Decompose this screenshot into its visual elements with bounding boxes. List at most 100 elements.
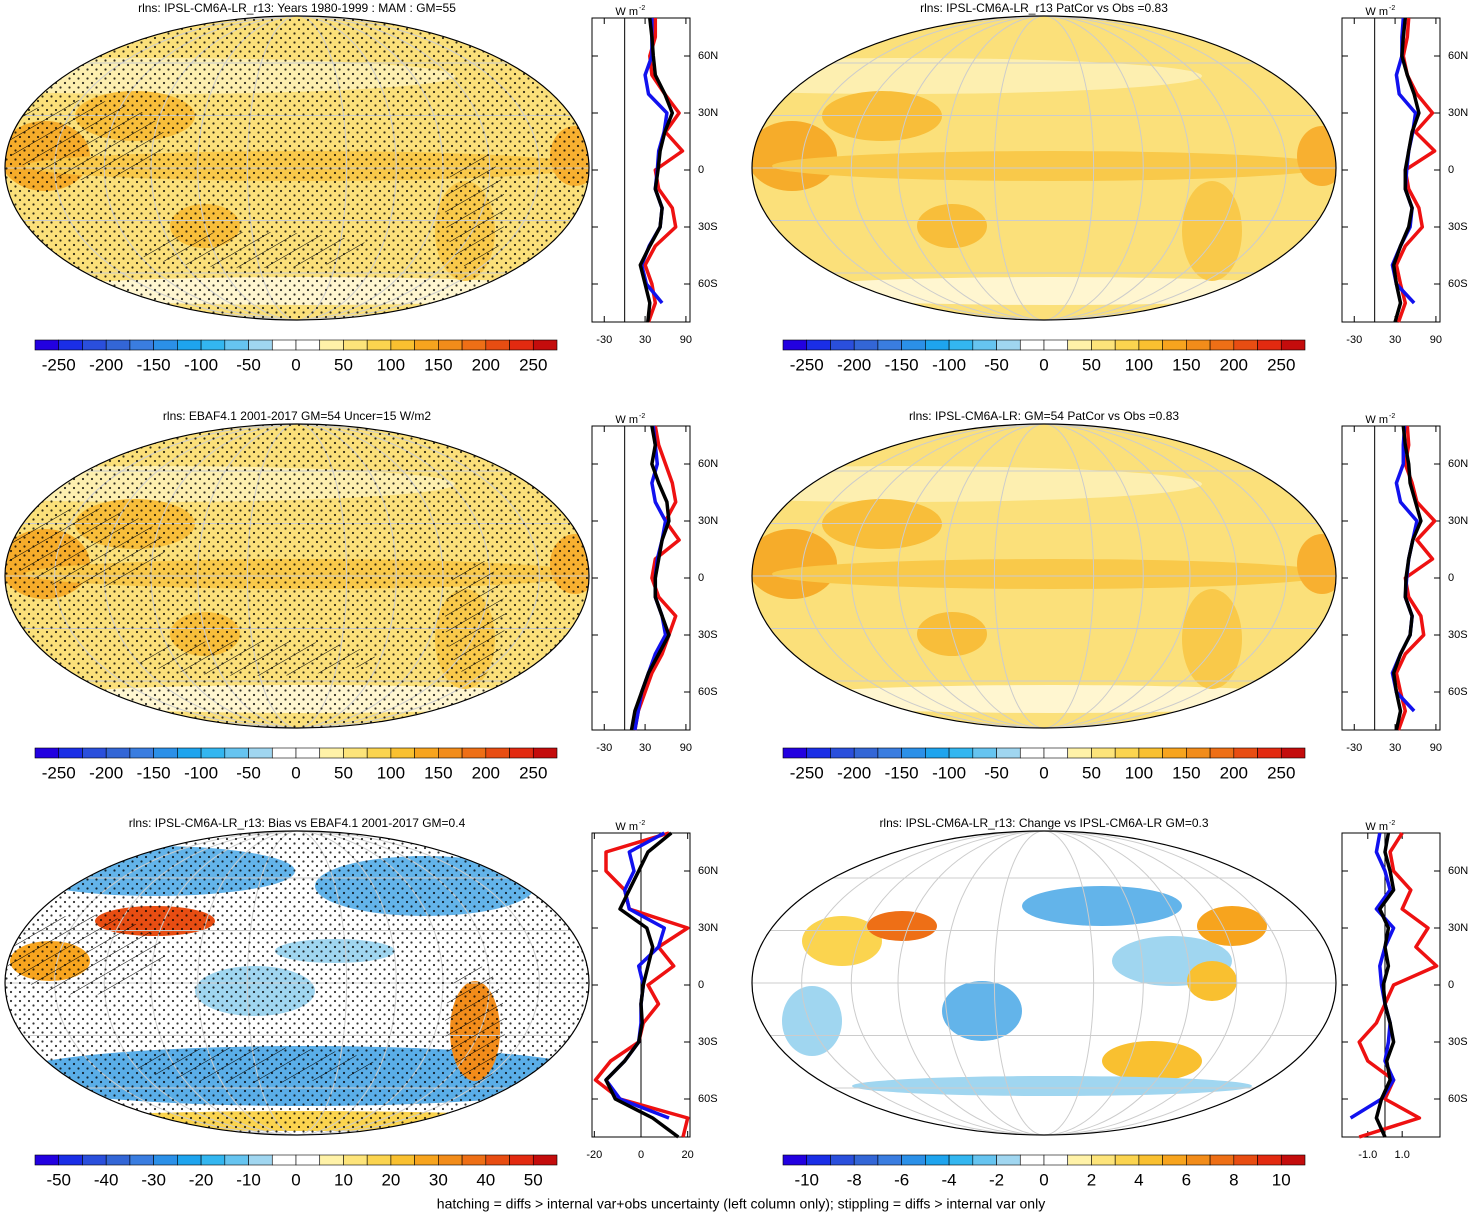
colorbar-label: 50 — [334, 355, 353, 374]
colorbar-box — [485, 747, 510, 759]
colorbar-box — [1209, 339, 1235, 351]
profile-line — [593, 831, 690, 1138]
colorbar-box — [1138, 1154, 1163, 1166]
colorbar-box — [1186, 747, 1211, 759]
colorbar-label: -50 — [984, 355, 1009, 374]
colorbar-box — [830, 339, 855, 351]
map — [752, 831, 1336, 1135]
map — [752, 424, 1336, 728]
map-outline — [4, 423, 590, 729]
field-patch — [1102, 1041, 1202, 1081]
colorbar-box — [271, 747, 297, 759]
y-tick-label: 60N — [1448, 50, 1468, 62]
x-tick-label: 20 — [682, 1149, 694, 1161]
colorbar-box — [366, 747, 392, 759]
colorbar-box — [532, 339, 558, 351]
hatching — [5, 915, 165, 995]
colorbar-label: -100 — [932, 355, 966, 374]
colorbar-box — [901, 1154, 926, 1166]
colorbar-box — [1114, 747, 1140, 759]
x-tick-label: 30 — [1389, 742, 1401, 754]
colorbar-box — [58, 1154, 83, 1166]
colorbar-box — [925, 747, 950, 759]
unit-label: W m — [615, 414, 638, 426]
x-tick-label: 90 — [1430, 742, 1442, 754]
colorbar-box — [1043, 339, 1069, 351]
profile-line — [1391, 17, 1421, 323]
profile-line — [1394, 17, 1437, 323]
colorbar-box — [509, 339, 534, 351]
colorbar-box — [1019, 1154, 1045, 1166]
colorbar-box — [153, 339, 178, 351]
colorbar-box — [224, 339, 249, 351]
colorbar-label: -10 — [236, 1170, 261, 1189]
colorbar-label: -6 — [894, 1170, 909, 1189]
unit-label: W m — [615, 821, 638, 833]
colorbar-box — [319, 339, 344, 351]
meridian — [897, 424, 1191, 728]
y-tick-label: 30S — [1448, 1036, 1468, 1048]
colorbar-label: -250 — [790, 763, 824, 782]
field-patch — [1182, 181, 1242, 281]
colorbar-label: -150 — [885, 355, 919, 374]
x-tick-label: 30 — [639, 742, 651, 754]
colorbar-box — [82, 1154, 107, 1166]
colorbar-label: 20 — [381, 1170, 400, 1189]
hatching — [445, 150, 505, 270]
colorbar-box — [1162, 747, 1187, 759]
colorbar-box — [295, 747, 321, 759]
x-tick-label: 30 — [639, 334, 651, 346]
colorbar-label: 150 — [1172, 355, 1200, 374]
meridian — [897, 831, 1191, 1135]
y-tick-label: 30S — [1448, 221, 1468, 233]
colorbar-box — [532, 747, 558, 759]
colorbar-box — [1091, 339, 1116, 351]
x-tick-label: -20 — [586, 1149, 602, 1161]
unit-exponent: -2 — [1389, 820, 1395, 827]
unit-label: W m — [1365, 6, 1388, 18]
y-tick-label: 60N — [698, 50, 718, 62]
meridian — [801, 424, 1287, 728]
colorbar-box — [461, 1154, 487, 1166]
y-tick-label: 0 — [698, 164, 704, 176]
colorbar-label: -30 — [141, 1170, 166, 1189]
panel-title: rlns: IPSL-CM6A-LR_r13: Change vs IPSL-C… — [879, 816, 1208, 830]
colorbar-box — [830, 747, 855, 759]
colorbar-box — [461, 339, 487, 351]
colorbar-box — [438, 339, 463, 351]
colorbar-box — [1257, 747, 1282, 759]
colorbar-label: -20 — [189, 1170, 214, 1189]
colorbar-box — [925, 339, 950, 351]
colorbar-box — [200, 1154, 226, 1166]
map-outline — [4, 15, 590, 321]
map — [5, 831, 589, 1135]
y-tick-label: 60S — [698, 278, 718, 290]
colorbar-box — [996, 339, 1021, 351]
x-tick-label: 1.0 — [1395, 1149, 1410, 1161]
colorbar-label: 40 — [476, 1170, 495, 1189]
colorbar-box — [972, 747, 997, 759]
y-tick-label: 30N — [1448, 515, 1468, 527]
colorbar-box — [1209, 747, 1235, 759]
x-tick-label: 0 — [638, 1149, 644, 1161]
colorbar-box — [1091, 1154, 1116, 1166]
field-patch — [867, 911, 937, 941]
unit-exponent: -2 — [1389, 413, 1395, 420]
meridian — [897, 16, 1191, 320]
colorbar-box — [806, 1154, 831, 1166]
footnote: hatching = diffs > internal var+obs unce… — [437, 1196, 1045, 1212]
colorbar-box — [996, 1154, 1021, 1166]
colorbar-box — [105, 747, 131, 759]
colorbar-box — [877, 339, 902, 351]
colorbar-box — [782, 747, 808, 759]
colorbar-box — [177, 747, 202, 759]
profile-line — [604, 831, 680, 1139]
colorbar-box — [414, 1154, 439, 1166]
colorbar-label: 200 — [1220, 763, 1248, 782]
colorbar-box — [438, 1154, 463, 1166]
colorbar-box — [509, 747, 534, 759]
colorbar-box — [1138, 339, 1163, 351]
colorbar-box — [877, 747, 902, 759]
colorbar-label: -4 — [942, 1170, 957, 1189]
colorbar-label: 250 — [1267, 355, 1295, 374]
